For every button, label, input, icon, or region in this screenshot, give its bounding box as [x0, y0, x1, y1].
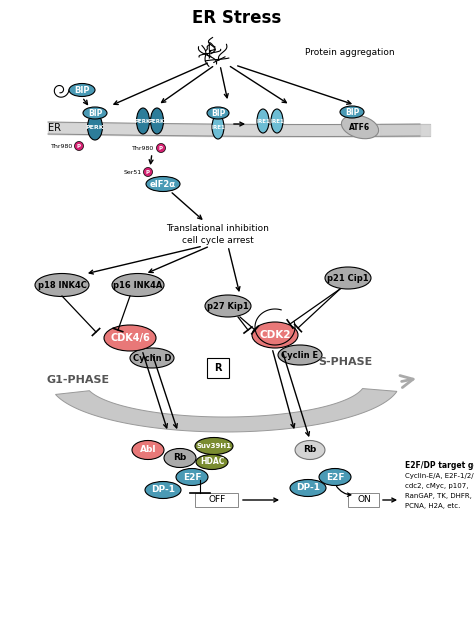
Text: E2F/DP target genes:: E2F/DP target genes: [405, 460, 474, 469]
Ellipse shape [278, 345, 322, 365]
Text: PERK: PERK [86, 124, 104, 129]
Ellipse shape [319, 468, 351, 486]
Ellipse shape [69, 84, 95, 97]
Ellipse shape [132, 440, 164, 460]
Ellipse shape [88, 114, 102, 140]
Ellipse shape [146, 176, 180, 191]
Text: IRE1: IRE1 [270, 118, 284, 124]
Ellipse shape [112, 274, 164, 296]
Ellipse shape [205, 295, 251, 317]
Ellipse shape [252, 322, 298, 348]
Ellipse shape [340, 106, 364, 118]
Text: E2F: E2F [326, 473, 344, 482]
Text: Abl: Abl [140, 446, 156, 455]
Text: BIP: BIP [88, 108, 102, 117]
Ellipse shape [35, 274, 89, 296]
Text: IRE1: IRE1 [211, 124, 225, 129]
Text: cell cycle arrest: cell cycle arrest [182, 236, 254, 245]
Text: HDAC: HDAC [200, 457, 224, 466]
Text: eIF2α: eIF2α [150, 180, 176, 189]
Text: p21 Cip1: p21 Cip1 [327, 274, 369, 283]
Text: Suv39H1: Suv39H1 [197, 443, 231, 449]
Text: BIP: BIP [345, 108, 359, 117]
FancyBboxPatch shape [207, 358, 229, 378]
Ellipse shape [144, 167, 153, 176]
Text: Cyclin-E/A, E2F-1/2/3,: Cyclin-E/A, E2F-1/2/3, [405, 473, 474, 479]
Text: BIP: BIP [211, 108, 225, 117]
Ellipse shape [137, 108, 149, 134]
Ellipse shape [207, 107, 229, 119]
Text: E2F: E2F [183, 473, 201, 482]
Ellipse shape [104, 325, 156, 351]
Text: Ser51: Ser51 [124, 169, 142, 175]
Text: DP-1: DP-1 [151, 486, 175, 495]
Text: cdc2, cMyc, p107,: cdc2, cMyc, p107, [405, 483, 468, 489]
Text: IRE1: IRE1 [256, 118, 270, 124]
Text: G1-PHASE: G1-PHASE [46, 375, 109, 385]
Polygon shape [55, 388, 397, 432]
Ellipse shape [151, 108, 164, 134]
Ellipse shape [257, 109, 269, 133]
Ellipse shape [212, 115, 224, 139]
Ellipse shape [290, 480, 326, 497]
Ellipse shape [83, 107, 107, 119]
Text: Cyclin E: Cyclin E [282, 350, 319, 359]
Text: RanGAP, TK, DHFR,: RanGAP, TK, DHFR, [405, 493, 472, 499]
Text: PCNA, H2A, etc.: PCNA, H2A, etc. [405, 503, 460, 509]
Text: p18 INK4C: p18 INK4C [37, 281, 86, 290]
Text: P: P [146, 169, 150, 175]
Text: Rb: Rb [173, 453, 187, 462]
Ellipse shape [145, 482, 181, 498]
Ellipse shape [271, 109, 283, 133]
Ellipse shape [295, 440, 325, 460]
Text: OFF: OFF [209, 495, 226, 504]
Text: ER: ER [48, 123, 61, 133]
Ellipse shape [130, 348, 174, 368]
Ellipse shape [176, 468, 208, 486]
Ellipse shape [164, 448, 196, 468]
Text: Translational inhibition: Translational inhibition [166, 223, 269, 232]
Text: Rb: Rb [303, 446, 317, 455]
FancyBboxPatch shape [195, 493, 238, 506]
Text: Thr980: Thr980 [132, 146, 154, 151]
Text: Cyclin D: Cyclin D [133, 354, 171, 363]
Ellipse shape [156, 144, 165, 153]
Text: CDK2: CDK2 [259, 330, 291, 340]
Text: P: P [77, 144, 81, 149]
Text: DP-1: DP-1 [296, 484, 320, 493]
Text: ATF6: ATF6 [349, 122, 371, 131]
Text: CDK4/6: CDK4/6 [110, 333, 150, 343]
Ellipse shape [325, 267, 371, 289]
Text: PERK: PERK [135, 118, 151, 124]
Text: P: P [159, 146, 163, 151]
Text: Protein aggregation: Protein aggregation [305, 48, 395, 57]
Text: BIP: BIP [74, 86, 90, 95]
Ellipse shape [341, 115, 379, 138]
Text: S-PHASE: S-PHASE [318, 357, 372, 367]
FancyBboxPatch shape [348, 493, 380, 506]
Ellipse shape [74, 142, 83, 151]
Text: ON: ON [357, 495, 371, 504]
Text: ER Stress: ER Stress [192, 9, 282, 27]
Text: PERK: PERK [149, 118, 165, 124]
Ellipse shape [195, 437, 233, 455]
Ellipse shape [196, 455, 228, 469]
Text: Thr980: Thr980 [51, 144, 73, 149]
Text: R: R [214, 363, 222, 373]
Text: p27 Kip1: p27 Kip1 [207, 301, 249, 310]
Text: p16 INK4A: p16 INK4A [113, 281, 163, 290]
